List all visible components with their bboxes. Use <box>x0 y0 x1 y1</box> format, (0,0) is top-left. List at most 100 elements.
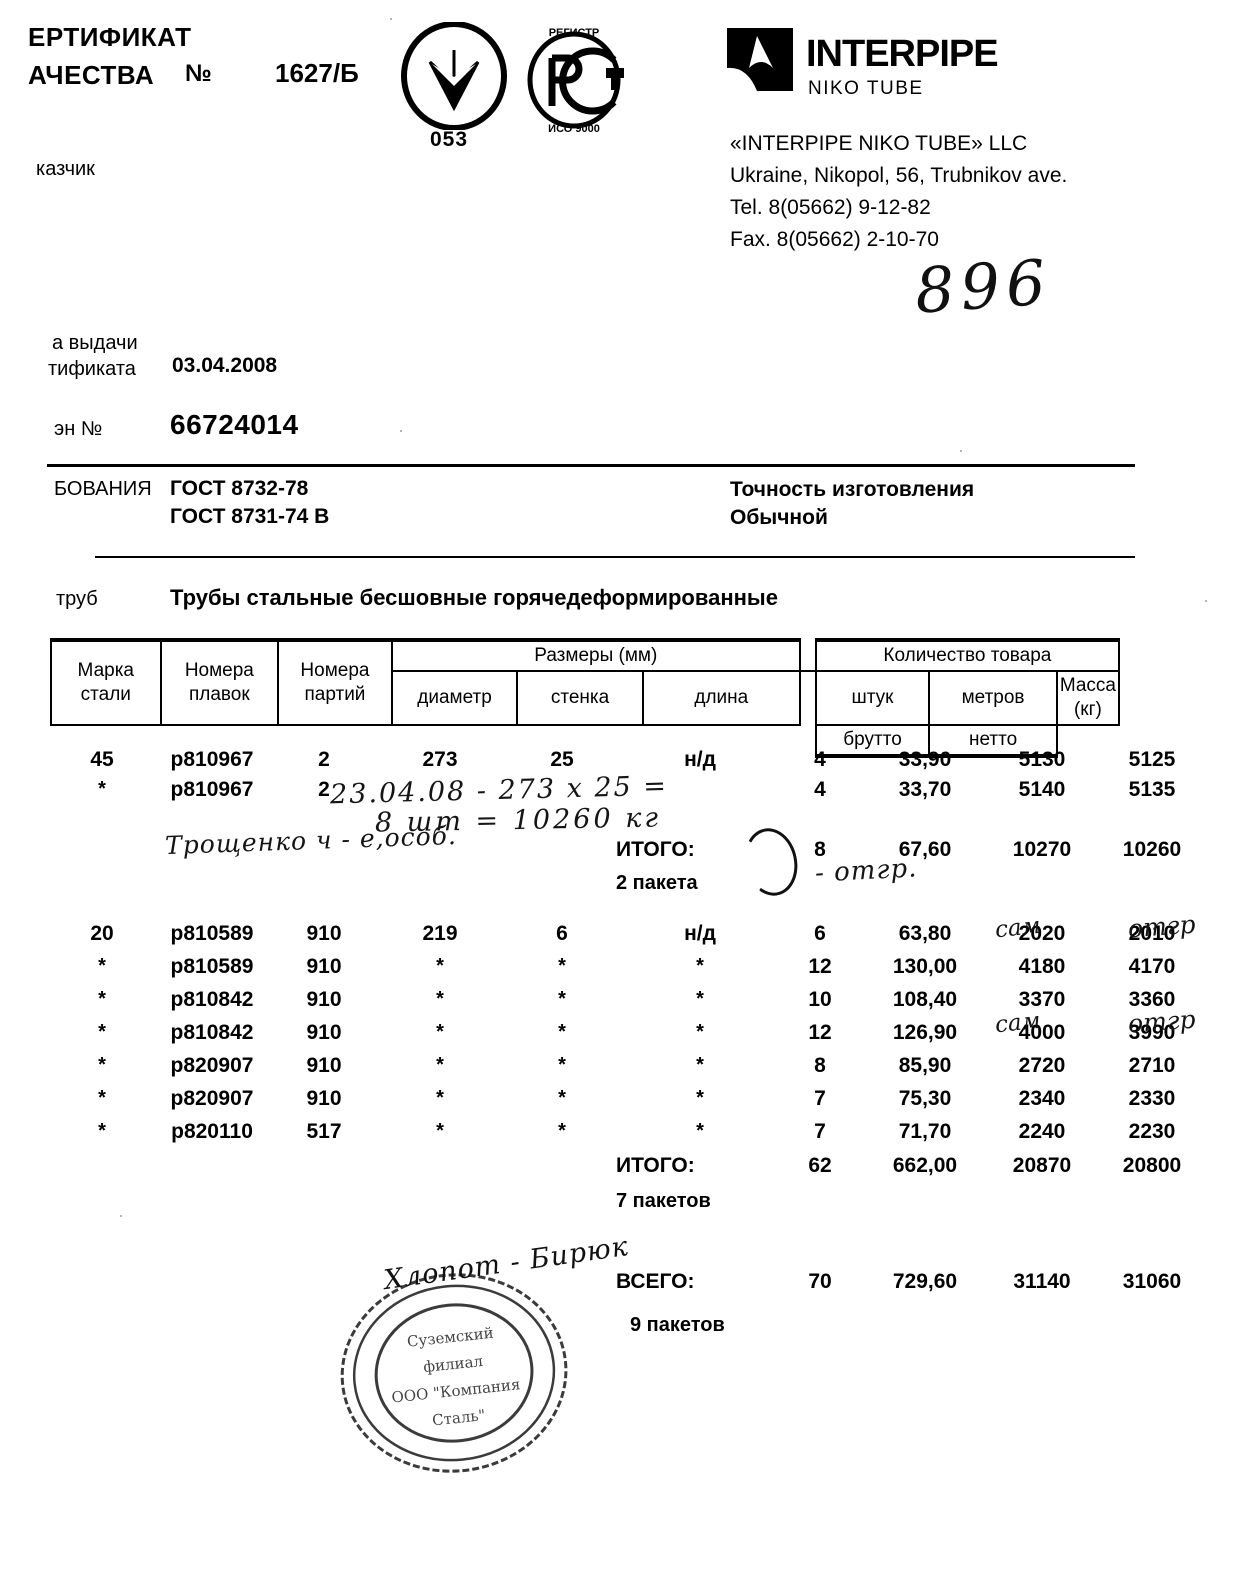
cell-length: * <box>696 1054 704 1076</box>
certificate-number-value: 1627/Б <box>275 58 359 88</box>
cell-net: 2230 <box>1128 1120 1176 1143</box>
handwritten-note-otgr-1: отгр <box>1127 909 1197 944</box>
cell-wall: 6 <box>556 922 568 945</box>
cell-heat: р820110 <box>171 1120 253 1143</box>
requirements-standard-2: ГОСТ 8731-74 В <box>170 505 330 528</box>
cell-lot: 910 <box>306 988 342 1011</box>
cell-lot: 2 <box>318 778 330 801</box>
th-net: нетто <box>928 724 1058 758</box>
brand-name: INTERPIPE <box>806 33 999 75</box>
cell-grade: * <box>98 1120 106 1142</box>
cell-meters: 108,40 <box>892 988 958 1011</box>
cell-lot: 910 <box>306 1054 342 1077</box>
cell-wall: * <box>558 955 566 977</box>
cell-lot: 517 <box>306 1120 342 1143</box>
cell-diameter: * <box>436 988 444 1010</box>
interpipe-logo-icon <box>727 28 793 91</box>
cell-net: 2010 <box>1128 922 1176 945</box>
cell-net: 3360 <box>1128 988 1176 1011</box>
grand-total-pieces: 70 <box>808 1270 832 1293</box>
ukraine-mark-number: 053 <box>430 128 469 151</box>
cell-lot: 910 <box>306 955 342 978</box>
cell-gross: 5140 <box>1018 778 1066 801</box>
cell-grade: * <box>98 955 106 977</box>
brand-subtitle: NIKO TUBE <box>808 78 924 99</box>
th-lot-l2: партий <box>304 684 366 705</box>
cell-length: * <box>696 1021 704 1043</box>
cell-gross: 2240 <box>1018 1120 1066 1143</box>
cell-net: 2710 <box>1128 1054 1176 1077</box>
group-45-total-row: ИТОГО: 2 пакета 8 67,60 10270 10260 <box>50 838 1181 908</box>
total-gross: 10270 <box>1012 838 1072 861</box>
cell-heat: р810967 <box>170 748 254 771</box>
table-row: * р810842 910 * * * 10 108,40 3370 3360 <box>50 988 1175 1021</box>
total-net: 20800 <box>1122 1154 1182 1177</box>
group-20-rows: 20 р810589 910 219 6 н/д 6 63,80 2020 20… <box>50 922 1175 1153</box>
handwritten-note-sam-1: сам <box>993 912 1042 944</box>
horizontal-rule-top <box>47 464 1135 467</box>
cell-net: 5135 <box>1128 778 1176 801</box>
order-number-value: 66724014 <box>170 409 299 440</box>
cell-heat: р810967 <box>170 778 254 801</box>
cell-meters: 75,30 <box>898 1087 952 1110</box>
certificate-number-label: № <box>185 60 212 87</box>
cell-pieces: 4 <box>814 748 826 771</box>
total-packages: 2 пакета <box>616 872 698 894</box>
total-packages: 7 пакетов <box>616 1190 711 1212</box>
th-pieces: штук <box>814 670 931 726</box>
requirements-standard-1: ГОСТ 8732-78 <box>170 477 309 500</box>
total-label: ИТОГО: <box>616 1154 695 1177</box>
cell-diameter: 219 <box>422 922 458 945</box>
total-pieces: 62 <box>808 1154 832 1177</box>
th-grade-l1: Марка <box>77 660 135 681</box>
scan-speckle <box>1205 600 1207 602</box>
th-wall: стенка <box>516 670 644 726</box>
total-gross: 20870 <box>1012 1154 1072 1177</box>
total-meters: 67,60 <box>898 838 952 861</box>
total-net: 10260 <box>1122 838 1182 861</box>
total-pieces: 8 <box>814 838 826 861</box>
products-table-body: 45 р810967 2 273 25 н/д 4 33,90 5130 512… <box>50 748 1181 1336</box>
table-row: * р820907 910 * * * 7 75,30 2340 2330 <box>50 1087 1175 1120</box>
grand-total-meters: 729,60 <box>892 1270 958 1293</box>
cell-length: * <box>696 988 704 1010</box>
issue-date-label-line2: тификата <box>48 358 136 380</box>
cell-pieces: 12 <box>808 955 832 978</box>
grand-total-label: ВСЕГО: <box>616 1270 695 1293</box>
cell-diameter: * <box>436 1021 444 1043</box>
th-lot: Номера партий <box>277 638 393 726</box>
cell-meters: 126,90 <box>892 1021 958 1044</box>
cell-meters: 130,00 <box>892 955 958 978</box>
cell-wall: * <box>558 1021 566 1043</box>
cell-grade: * <box>98 1021 106 1043</box>
table-row: * р820110 517 * * * 7 71,70 2240 2230 <box>50 1120 1175 1153</box>
th-heat: Номера плавок <box>159 638 280 726</box>
requirements-label: БОВАНИЯ <box>54 478 152 500</box>
issue-date-value: 03.04.2008 <box>172 354 278 377</box>
grand-total-net: 31060 <box>1122 1270 1182 1293</box>
cell-net: 3990 <box>1128 1021 1176 1044</box>
grand-total-row: ВСЕГО: 9 пакетов 70 729,60 31140 31060 <box>50 1270 1181 1340</box>
horizontal-rule-middle <box>95 556 1135 558</box>
company-address-block: «INTERPIPE NIKO TUBE» LLC Ukraine, Nikop… <box>730 132 1068 251</box>
cell-grade: * <box>98 1054 106 1076</box>
cell-net: 5125 <box>1128 748 1176 771</box>
table-row: * р810842 910 * * * 12 126,90 4000 3990 <box>50 1021 1175 1054</box>
cell-length: н/д <box>684 748 716 771</box>
company-round-stamp: Суземский филиал ООО "Компания Сталь" <box>328 1258 580 1486</box>
total-meters: 662,00 <box>892 1154 958 1177</box>
cell-meters: 33,90 <box>898 748 952 771</box>
rst-mark-top-text: РЕГИСТР <box>549 27 600 39</box>
cell-heat: р810589 <box>170 922 254 945</box>
ukraine-conformity-mark-icon <box>401 22 507 130</box>
scan-speckle <box>400 430 402 432</box>
total-label: ИТОГО: <box>616 838 695 861</box>
th-gross: брутто <box>814 724 931 758</box>
cell-wall: * <box>558 1087 566 1109</box>
handwritten-note-otgr-2: отгр <box>1127 1004 1197 1039</box>
cell-length: * <box>696 1120 704 1142</box>
th-diameter: диаметр <box>390 670 519 726</box>
cell-grade: 20 <box>90 922 114 945</box>
cell-length: * <box>696 955 704 977</box>
